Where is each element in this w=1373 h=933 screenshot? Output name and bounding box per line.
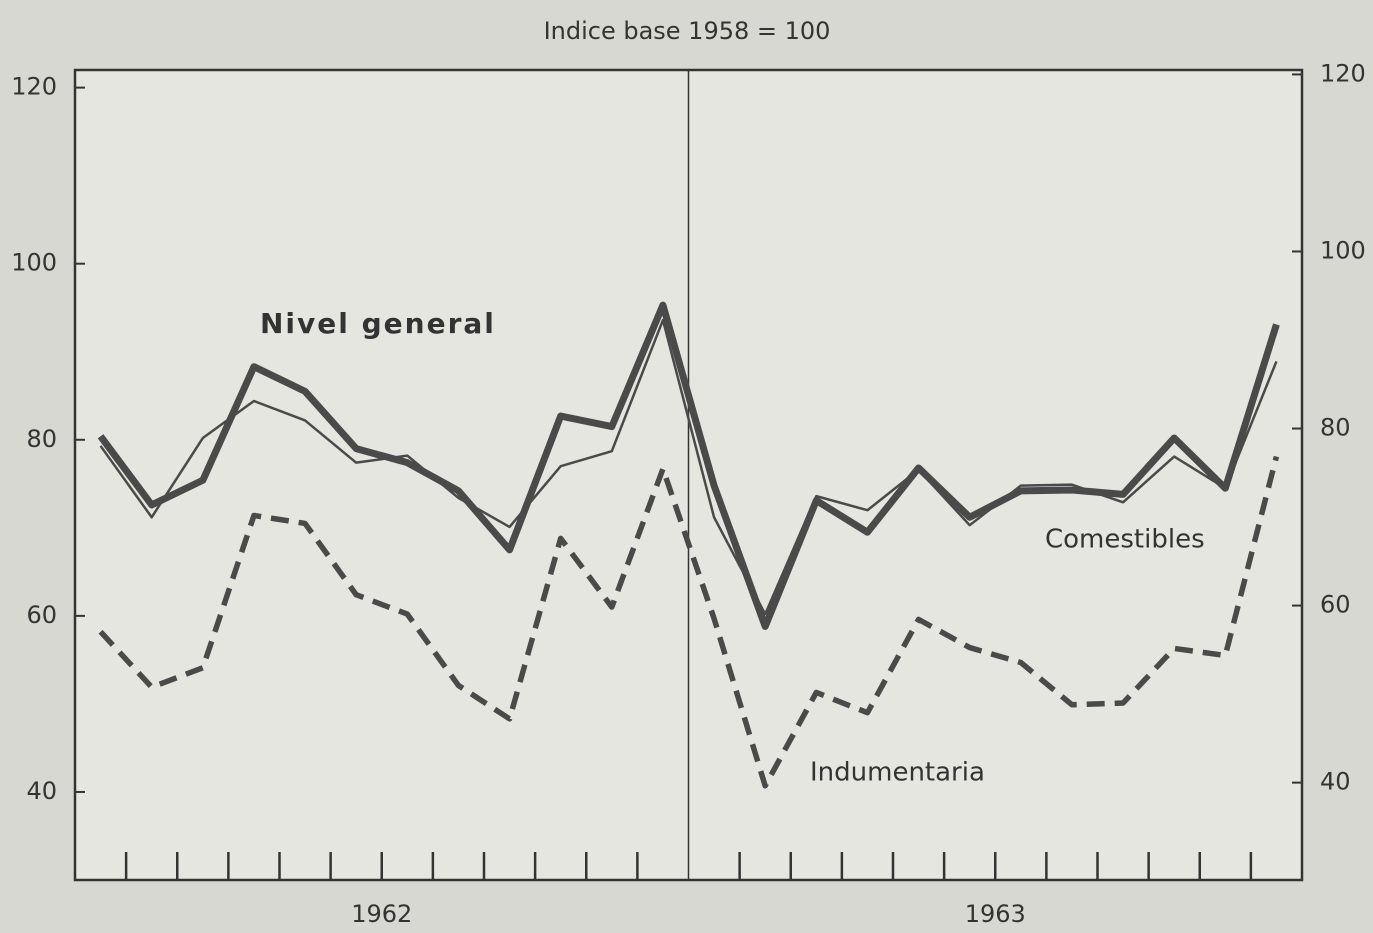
y2-tick-label: 80: [1320, 414, 1351, 442]
series-label: Indumentaria: [810, 758, 985, 788]
chart-title: Indice base 1958 = 100: [544, 17, 831, 45]
y-tick-label: 120: [11, 73, 57, 101]
y2-tick-label: 60: [1320, 591, 1351, 619]
series-label: Nivel general: [260, 307, 496, 340]
year-label: 1962: [351, 900, 412, 928]
y2-tick-label: 100: [1320, 236, 1366, 264]
y-tick-label: 40: [26, 777, 57, 805]
series-line: [99, 318, 1278, 616]
y-tick-label: 80: [26, 425, 57, 453]
y-tick-label: 100: [11, 249, 57, 277]
year-label: 1963: [965, 900, 1026, 928]
y2-tick-label: 40: [1320, 768, 1351, 796]
series-label: Comestibles: [1045, 525, 1205, 555]
series-line: [97, 301, 1280, 630]
y2-tick-label: 120: [1320, 59, 1366, 87]
series-line: [98, 455, 1280, 789]
y-tick-label: 60: [26, 601, 57, 629]
